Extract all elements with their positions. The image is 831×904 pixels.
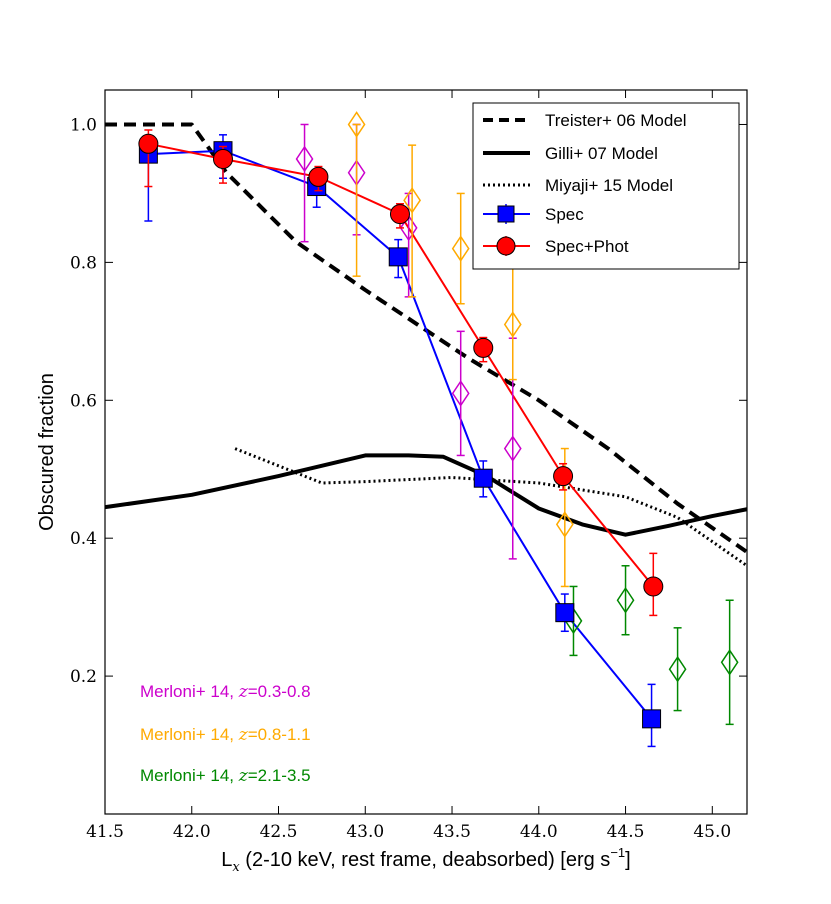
y-tick-label-2: 0.6 <box>70 391 97 411</box>
series-points <box>138 129 664 748</box>
series-1-point-4 <box>473 337 494 358</box>
annotation-merloni-z03-prefix: Merloni+ 14, <box>140 682 239 701</box>
series-0-point-5 <box>555 603 575 623</box>
annotation-merloni-z08-range: =0.8-1.1 <box>248 725 311 744</box>
y-axis-title: Obscured fraction <box>36 373 58 531</box>
x-tick-label-3: 43.0 <box>346 822 384 842</box>
legend-label-miyaji: Miyaji+ 15 Model <box>545 176 673 195</box>
literature-1-point-2 <box>451 235 470 262</box>
legend-label-specphot: Spec+Phot <box>545 237 629 256</box>
annotation-merloni-z21: Merloni+ 14, z=2.1-3.5 <box>140 766 311 786</box>
x-axis-title-sup: −1 <box>610 845 625 860</box>
x-tick-label-5: 44.0 <box>520 822 558 842</box>
legend-label-spec: Spec <box>545 205 584 224</box>
series-1-point-6 <box>643 576 664 597</box>
annotation-merloni-z21-range: =2.1-3.5 <box>248 766 311 785</box>
x-axis-title-sub: x <box>232 860 240 875</box>
annotation-merloni-z08-prefix: Merloni+ 14, <box>140 725 239 744</box>
model-curve-0 <box>105 122 747 554</box>
annotation-merloni-z08-z: z <box>238 725 249 745</box>
annotation-merloni-z21-z: z <box>238 766 249 786</box>
legend-marker-spec <box>497 205 515 223</box>
model-curve-2 <box>234 447 747 568</box>
y-tick-label-3: 0.8 <box>70 253 97 273</box>
annotation-merloni-z03-range: =0.3-0.8 <box>248 682 311 701</box>
literature-0-point-0 <box>295 145 314 173</box>
legend: Treister+ 06 Model Gilli+ 07 Model Miyaj… <box>472 102 740 270</box>
annotation-merloni-z08: Merloni+ 14, z=0.8-1.1 <box>140 725 311 745</box>
x-axis-title-main: L <box>221 849 232 871</box>
legend-label-treister: Treister+ 06 Model <box>545 111 687 130</box>
literature-annotations: Merloni+ 14, z=0.3-0.8 Merloni+ 14, z=0.… <box>140 682 311 786</box>
annotation-merloni-z03-z: z <box>238 682 249 702</box>
literature-0-point-4 <box>503 435 522 462</box>
axis-ticks: 41.5 42.0 42.5 43.0 43.5 44.0 44.5 45.0 0.2 0.4 0.… <box>70 90 747 842</box>
y-tick-label-4: 1.0 <box>70 115 97 135</box>
literature-1-point-4 <box>555 511 574 538</box>
series-0-point-6 <box>642 709 662 729</box>
series-0-point-3 <box>388 247 408 267</box>
y-tick-label-1: 0.4 <box>70 529 97 549</box>
y-tick-label-0: 0.2 <box>70 667 97 687</box>
annotation-merloni-z03: Merloni+ 14, z=0.3-0.8 <box>140 682 311 702</box>
x-axis-title: Lx (2-10 keV, rest frame, deabsorbed) [e… <box>221 845 630 875</box>
plot-frame <box>104 89 748 815</box>
literature-0-point-3 <box>451 380 470 407</box>
literature-0-point-2 <box>399 214 418 242</box>
literature-1-point-1 <box>403 186 422 214</box>
literature-1-point-3 <box>503 311 522 338</box>
x-tick-label-4: 43.5 <box>433 822 471 842</box>
literature-2-point-2 <box>668 655 687 683</box>
series-0-point-4 <box>473 468 493 488</box>
series-1-point-0 <box>138 133 159 154</box>
x-tick-label-2: 42.5 <box>260 822 298 842</box>
x-axis-title-end: ] <box>625 849 631 871</box>
x-tick-label-0: 41.5 <box>86 822 124 842</box>
legend-label-gilli: Gilli+ 07 Model <box>545 144 658 163</box>
literature-2-point-3 <box>720 648 739 676</box>
x-tick-label-6: 44.5 <box>607 822 645 842</box>
x-axis-title-rest: (2-10 keV, rest frame, deabsorbed) [erg … <box>240 849 611 871</box>
literature-1-point-0 <box>347 111 366 138</box>
x-tick-label-1: 42.0 <box>173 822 211 842</box>
legend-box <box>472 102 740 270</box>
series-1-point-3 <box>389 204 410 225</box>
x-tick-label-7: 45.0 <box>693 822 731 842</box>
annotation-merloni-z21-prefix: Merloni+ 14, <box>140 766 239 785</box>
series-1-point-2 <box>308 166 329 187</box>
literature-2-point-1 <box>616 586 635 614</box>
model-curve-1 <box>105 453 747 537</box>
legend-marker-specphot <box>496 236 516 256</box>
series-1-point-5 <box>553 466 574 487</box>
series-1-point-1 <box>212 148 233 169</box>
